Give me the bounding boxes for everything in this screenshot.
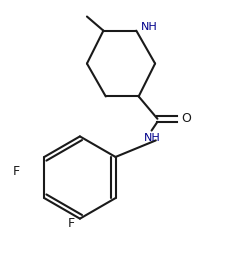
Text: O: O [181,112,191,125]
Text: NH: NH [144,133,161,142]
Text: F: F [68,217,75,230]
Text: NH: NH [141,22,158,32]
Text: F: F [13,165,20,178]
